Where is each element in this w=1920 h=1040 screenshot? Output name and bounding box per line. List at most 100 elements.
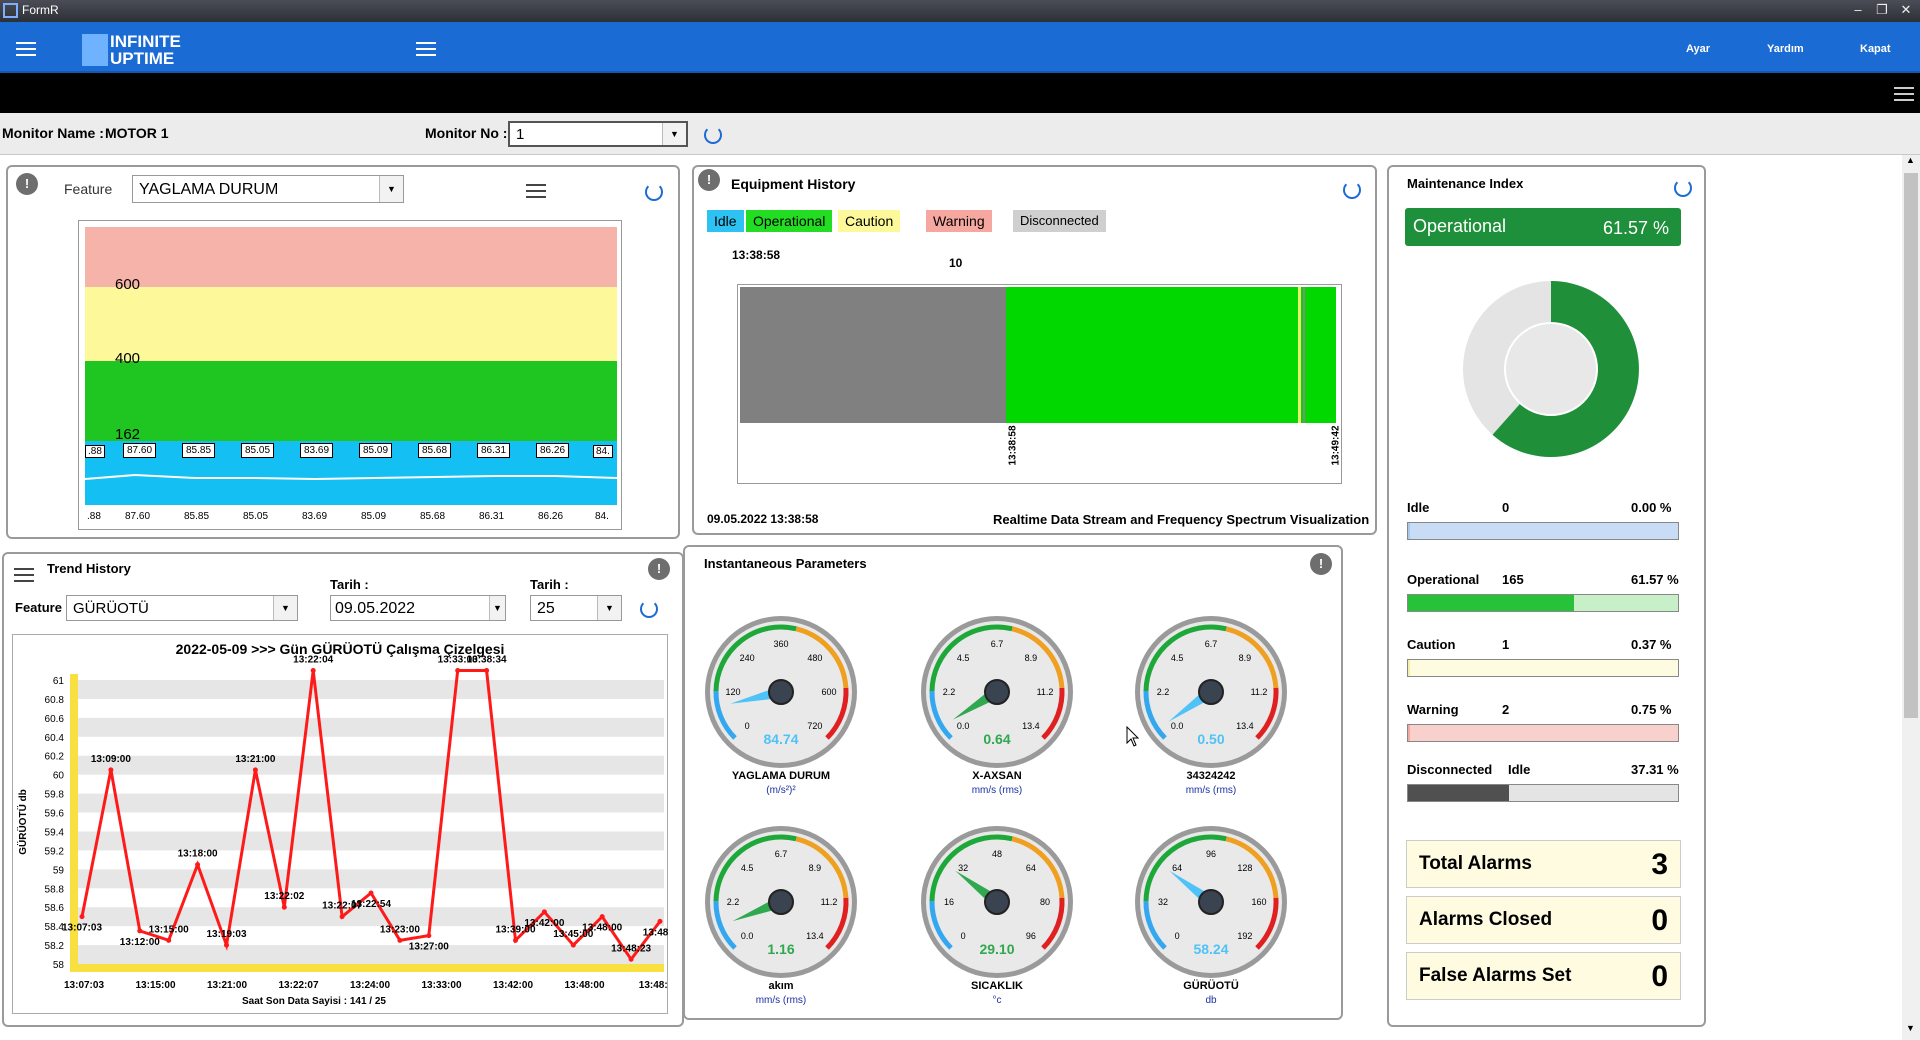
gauge-tick: 96: [1026, 931, 1036, 941]
mi-row-bar-fill: [1408, 523, 1411, 539]
mi-row-label: Warning: [1407, 702, 1459, 717]
feature-axis-label: 87.60: [125, 511, 151, 522]
side-menu-icon[interactable]: [1894, 87, 1914, 101]
gauge-zone-operational: [929, 834, 1013, 902]
nav-link-yardim[interactable]: Yardım: [1767, 43, 1804, 55]
gauge-name: GÜRÜOTÜ: [1183, 980, 1239, 992]
gauge-tick: 4.5: [741, 863, 754, 873]
gauge: 0.0 2.2 4.5 6.7 8.9 11.2 13.4 0.64: [921, 616, 1073, 768]
refresh-icon[interactable]: [640, 600, 658, 618]
mi-row-count: 2: [1502, 702, 1510, 717]
trend-point-label: 13:23:00: [380, 924, 420, 935]
trend-date-picker[interactable]: 09.05.2022 ▼: [330, 595, 506, 621]
trend-count-label: Tarih :: [530, 577, 569, 592]
gauge-zone-idle: [929, 690, 953, 740]
gauge-name: 34324242: [1186, 770, 1236, 782]
close-icon[interactable]: ✕: [1900, 2, 1912, 17]
maintenance-title: Maintenance Index: [1407, 176, 1524, 191]
zone-warning: [85, 227, 617, 287]
calendar-dropdown-icon: ▼: [489, 596, 505, 620]
scrollbar-thumb[interactable]: [1904, 173, 1918, 718]
info-icon[interactable]: !: [648, 558, 670, 580]
monitor-name-label: Monitor Name :: [2, 125, 104, 141]
nav-link-ayar[interactable]: Ayar: [1686, 43, 1711, 55]
info-icon[interactable]: !: [1310, 553, 1332, 575]
feature-point-label: 86.31: [477, 443, 511, 458]
feature-menu-icon[interactable]: [526, 184, 546, 198]
zone-label-600: 600: [115, 276, 141, 293]
trend-feature-select[interactable]: GÜRÜOTÜ ▼: [66, 595, 298, 621]
feature-axis-first: .88: [87, 511, 101, 522]
nav-link-kapat[interactable]: Kapat: [1860, 43, 1891, 55]
gauge-tick: 480: [807, 653, 822, 663]
trend-y-tick: 60.8: [45, 695, 65, 706]
gauge-name: akım: [768, 980, 794, 992]
gauge-hub: [984, 679, 1010, 705]
mi-row-label: Idle: [1407, 500, 1430, 515]
trend-x-tick: 13:24:00: [350, 980, 390, 991]
gauge-tick: 2.2: [1157, 687, 1170, 697]
refresh-icon[interactable]: [704, 126, 722, 144]
maintenance-status: Operational: [1413, 216, 1507, 236]
legend-disconnected: Disconnected: [1013, 210, 1106, 232]
feature-point-first: .88: [85, 445, 105, 458]
trend-point-label: 13:48:00: [582, 923, 622, 934]
scroll-up-icon[interactable]: ▲: [1906, 155, 1915, 165]
monitor-no-select[interactable]: 1 ▼: [508, 121, 688, 147]
chevron-down-icon: ▼: [379, 176, 403, 202]
gauge-tick: 120: [725, 687, 740, 697]
mi-row-count: 165: [1502, 572, 1524, 587]
trend-point-label: 13:38:34: [467, 655, 507, 666]
gauge-value: 29.10: [979, 941, 1014, 957]
gauge-tick: 16: [944, 897, 954, 907]
mi-row-count: 1: [1502, 637, 1510, 652]
trend-count-select[interactable]: 25 ▼: [530, 595, 622, 621]
trend-menu-icon[interactable]: [14, 568, 34, 582]
mi-row-pct: 37.31 %: [1631, 762, 1679, 777]
trend-y-axis-band: [70, 674, 78, 964]
mi-row-bar-fill: [1408, 725, 1411, 741]
feature-point-label: 87.60: [123, 443, 157, 458]
scroll-down-icon[interactable]: ▼: [1906, 1023, 1915, 1033]
timeline-operational: [1006, 287, 1336, 423]
minimize-icon[interactable]: –: [1854, 2, 1862, 17]
trend-feature-label: Feature: [15, 600, 62, 615]
feature-label: Feature: [64, 181, 113, 197]
refresh-icon[interactable]: [1343, 181, 1361, 199]
gauge-unit: mm/s (rms): [971, 785, 1023, 796]
info-icon[interactable]: !: [698, 169, 720, 191]
zone-chart: 600 400 162 .88 87.60 85.85 85.05 83.69 85.09…: [78, 220, 622, 530]
mi-row-label: Caution: [1407, 637, 1456, 652]
gauge: 0 120 240 360 480 600 720 84.74: [705, 616, 857, 768]
mi-row-bar-fill: [1408, 785, 1509, 801]
main-menu-icon[interactable]: [16, 42, 36, 56]
trend-point: [484, 668, 490, 674]
feature-select[interactable]: YAGLAMA DURUM ▼: [132, 175, 404, 203]
timeline-axis-start: 13:38:58: [1007, 425, 1019, 466]
restore-icon[interactable]: ❐: [1876, 2, 1888, 17]
gauge-tick: 6.7: [775, 849, 788, 859]
alarm-box: Total Alarms 3: [1406, 840, 1681, 888]
zone-idle: [85, 441, 617, 505]
trend-point: [339, 914, 345, 920]
trend-point: [108, 767, 114, 773]
alarm-value: 0: [1651, 960, 1668, 993]
trend-point-label: 13:33:00: [438, 655, 478, 666]
trend-grid-band: [76, 831, 664, 851]
gauge-tick: 6.7: [991, 639, 1004, 649]
gauge-tick: 8.9: [1239, 653, 1252, 663]
gauge-tick: 6.7: [1205, 639, 1218, 649]
zone-label-162: 162: [115, 426, 141, 443]
info-icon[interactable]: !: [16, 173, 38, 195]
secondary-menu-icon[interactable]: [416, 42, 436, 56]
legend-idle: Idle: [707, 210, 744, 232]
gauge-tick: 48: [992, 849, 1002, 859]
history-count: 10: [949, 256, 963, 270]
trend-x-axis-band: [70, 964, 664, 972]
refresh-icon[interactable]: [645, 183, 663, 201]
trend-grid-band: [76, 680, 664, 699]
refresh-icon[interactable]: [1674, 179, 1692, 197]
page-scrollbar[interactable]: ▲ ▼: [1902, 155, 1920, 1040]
mi-row-pct: 0.00 %: [1631, 500, 1672, 515]
window-titlebar: FormR – ❐ ✕: [0, 0, 1920, 22]
